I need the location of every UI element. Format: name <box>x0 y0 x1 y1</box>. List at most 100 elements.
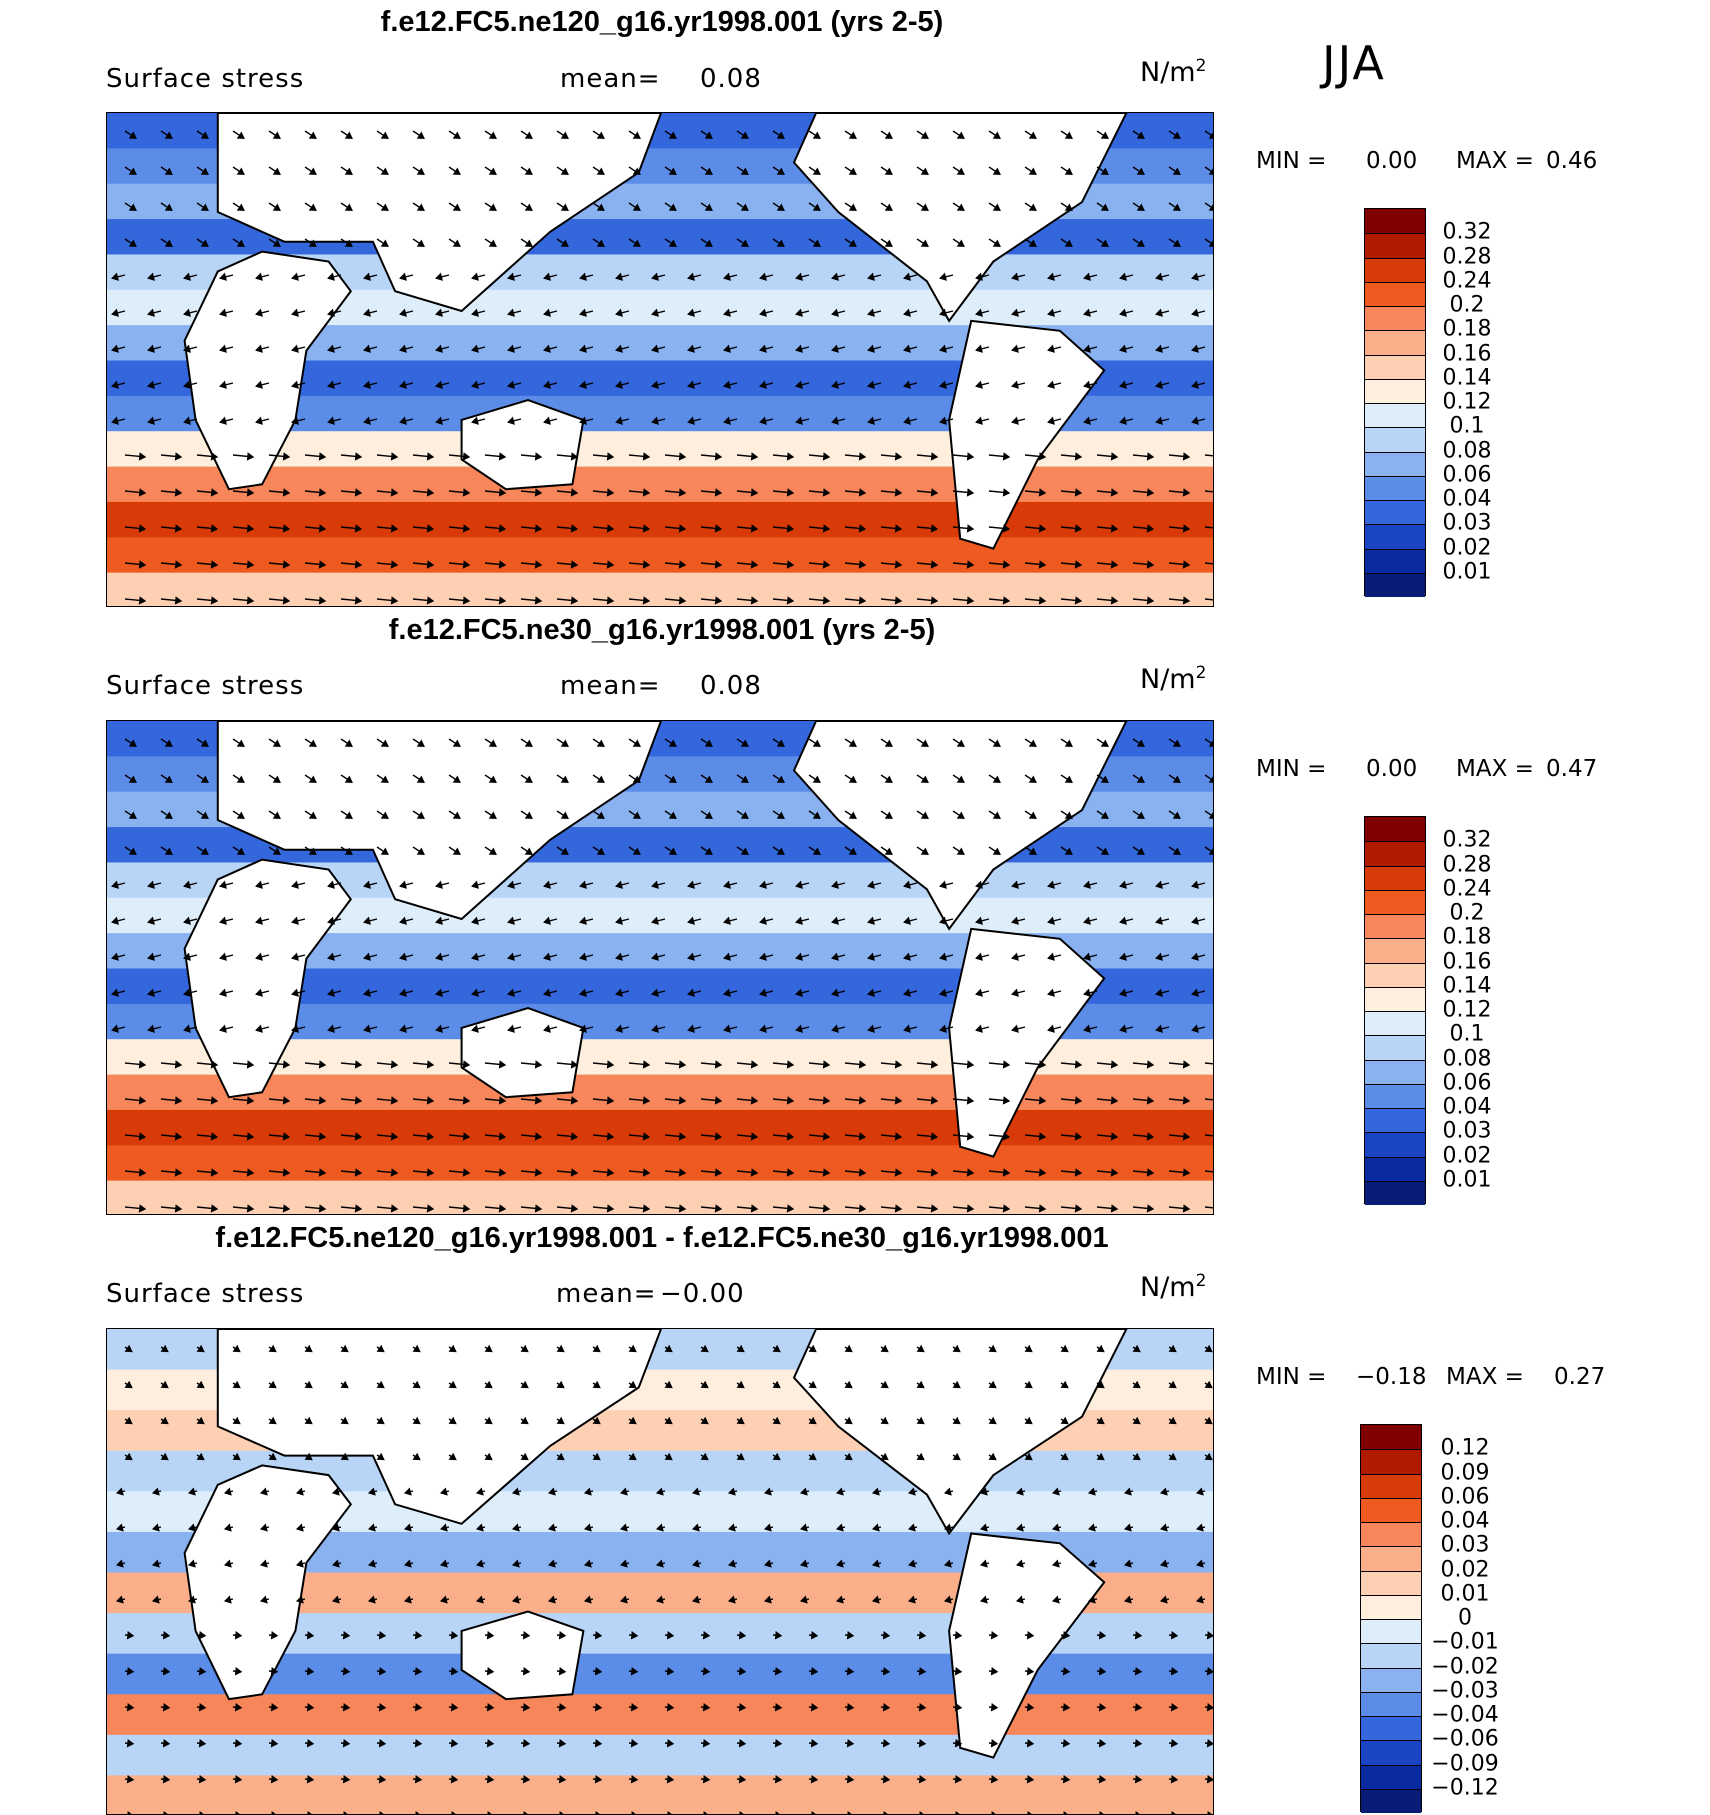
vector-arrowhead <box>416 131 425 139</box>
vector-arrowhead <box>219 988 227 997</box>
vector-arrowhead <box>1028 239 1037 247</box>
vector-arrowhead <box>128 203 137 211</box>
vector-arrowhead <box>952 1416 961 1425</box>
vector-arrowhead <box>848 203 857 211</box>
vector-arrowhead <box>111 988 119 997</box>
contour-band <box>107 1074 1213 1111</box>
vector-arrowhead <box>606 1168 615 1177</box>
vector-arrowhead <box>390 1168 399 1177</box>
vector-arrowhead <box>1110 488 1119 497</box>
colorbar-swatch <box>1361 1740 1421 1765</box>
vector-arrowhead <box>1146 488 1155 497</box>
vector-arrowhead <box>1064 131 1073 139</box>
vector-arrowhead <box>1083 308 1091 317</box>
vector-arrowhead <box>534 1204 543 1213</box>
vector-arrowhead <box>702 1703 711 1712</box>
vector-arrowhead <box>270 1703 279 1712</box>
vector-arrowhead <box>462 452 471 461</box>
vector-arrowhead <box>219 344 227 353</box>
vector-arrowhead <box>812 131 821 139</box>
vector-arrowhead <box>471 380 479 389</box>
colorbar-swatch <box>1365 938 1425 963</box>
vector-arrowhead <box>354 1168 363 1177</box>
vector-arrowhead <box>272 167 281 175</box>
vector-arrowhead <box>880 1380 889 1389</box>
vector-arrowhead <box>308 811 317 819</box>
vector-arrowhead <box>723 308 731 317</box>
vector-arrowhead <box>844 1380 853 1389</box>
vector-arrowhead <box>416 739 425 747</box>
vector-arrowhead <box>379 1811 384 1814</box>
vector-arrowhead <box>1026 1703 1035 1712</box>
vector-arrowhead <box>1155 308 1163 317</box>
panel-1-map <box>106 112 1214 607</box>
vector-arrowhead <box>111 916 119 925</box>
vector-arrowhead <box>1087 1559 1096 1568</box>
vector-arrowhead <box>232 1344 241 1353</box>
vector-arrowhead <box>547 1559 556 1568</box>
colorbar-tick-label: −0.06 <box>1431 1726 1499 1752</box>
vector-arrowhead <box>380 131 389 139</box>
vector-arrowhead <box>462 524 471 533</box>
vector-arrowhead <box>1047 416 1055 425</box>
vector-arrowhead <box>487 1811 492 1814</box>
vector-arrowhead <box>390 488 399 497</box>
vector-arrowhead <box>1134 1739 1143 1748</box>
vector-arrowhead <box>1208 776 1213 783</box>
contour-band <box>107 1145 1213 1182</box>
vector-arrowhead <box>344 167 353 175</box>
vector-arrowhead <box>930 596 939 605</box>
vector-arrowhead <box>1038 524 1047 533</box>
vector-arrowhead <box>560 847 569 855</box>
vector-arrowhead <box>1134 1631 1143 1640</box>
colorbar-swatch <box>1361 1619 1421 1644</box>
vector-arrowhead <box>471 988 479 997</box>
vector-arrowhead <box>570 1096 579 1105</box>
vector-arrowhead <box>259 1595 268 1604</box>
vector-arrowhead <box>270 1631 279 1640</box>
vector-arrowhead <box>162 1703 171 1712</box>
vector-arrowhead <box>147 344 155 353</box>
vector-arrowhead <box>200 131 209 139</box>
vector-arrowhead <box>723 952 731 961</box>
vector-arrowhead <box>1083 880 1091 889</box>
vector-arrowhead <box>435 380 443 389</box>
vector-arrowhead <box>858 1060 867 1069</box>
vector-arrowhead <box>884 167 893 175</box>
vector-arrowhead <box>416 239 425 247</box>
vector-arrowhead <box>763 1523 772 1532</box>
vector-arrowhead <box>115 1523 124 1532</box>
vector-arrowhead <box>642 560 651 569</box>
vector-arrowhead <box>1191 952 1199 961</box>
vector-arrowhead <box>255 988 263 997</box>
colorbar-tick-label: 0.03 <box>1440 1532 1490 1558</box>
vector-arrowhead <box>1182 1204 1191 1213</box>
vector-arrowhead <box>162 1667 171 1676</box>
vector-arrowhead <box>668 739 677 747</box>
vector-arrowhead <box>846 1667 855 1676</box>
vector-arrowhead <box>259 1523 268 1532</box>
vector-arrowhead <box>1146 1132 1155 1141</box>
vector-arrowhead <box>831 344 839 353</box>
vector-arrowhead <box>774 1739 783 1748</box>
vector-arrowhead <box>831 416 839 425</box>
colorbar-tick-label: 0.03 <box>1442 1118 1492 1144</box>
vector-arrowhead <box>543 380 551 389</box>
vector-arrowhead <box>111 952 119 961</box>
colorbar-swatch <box>1361 1716 1421 1741</box>
vector-arrowhead <box>596 811 605 819</box>
vector-arrowhead <box>183 1024 191 1033</box>
vector-arrowhead <box>543 1024 551 1033</box>
vector-arrowhead <box>524 167 533 175</box>
vector-arrowhead <box>1170 1703 1179 1712</box>
vector-arrowhead <box>990 1775 999 1784</box>
vector-arrowhead <box>399 416 407 425</box>
vector-arrowhead <box>615 952 623 961</box>
vector-arrowhead <box>1136 239 1145 247</box>
vector-arrowhead <box>655 1523 664 1532</box>
vector-arrowhead <box>772 1452 781 1461</box>
vector-arrowhead <box>678 488 687 497</box>
vector-arrowhead <box>1146 1168 1155 1177</box>
vector-arrowhead <box>1083 952 1091 961</box>
vector-arrowhead <box>1096 1380 1105 1389</box>
